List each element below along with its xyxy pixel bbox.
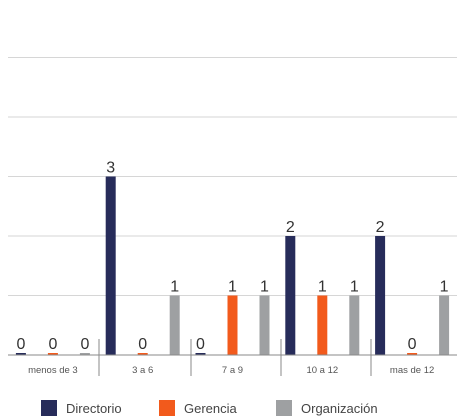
data-label: 0 — [48, 336, 57, 353]
legend-label-directorio: Directorio — [66, 400, 122, 416]
x-tick-label: 3 a 6 — [132, 365, 153, 376]
data-label: 2 — [376, 219, 385, 236]
legend-label-organizacion: Organización — [301, 400, 378, 416]
legend-item-organizacion: Organización — [276, 400, 378, 416]
data-label: 0 — [138, 336, 147, 353]
bar-gerencia-3 — [317, 295, 328, 355]
bar-organizacin-3 — [349, 295, 360, 355]
data-label: 2 — [286, 219, 295, 236]
bar-directorio-4 — [375, 236, 386, 355]
data-label: 1 — [228, 279, 237, 296]
data-label: 0 — [408, 336, 417, 353]
data-label: 1 — [350, 279, 359, 296]
bar-organizacin-0 — [79, 353, 90, 355]
bar-gerencia-2 — [227, 295, 238, 355]
bar-organizacin-4 — [439, 295, 450, 355]
bar-chart: 0 3 0 2 2 0 0 1 1 0 0 1 1 1 1 menos de 3 3 a 6 7 a 9 10 a … — [8, 57, 457, 376]
legend-swatch-organizacion — [276, 400, 292, 416]
x-tick-label: menos de 3 — [28, 365, 78, 376]
bar-organizacin-1 — [169, 295, 180, 355]
data-label: 3 — [106, 160, 115, 177]
data-label: 0 — [196, 336, 205, 353]
x-tick-label: mas de 12 — [390, 365, 434, 376]
bar-directorio-0 — [15, 353, 26, 355]
data-label: 1 — [440, 279, 449, 296]
x-tick-label: 7 a 9 — [222, 365, 243, 376]
bar-directorio-3 — [285, 236, 296, 355]
data-label: 0 — [80, 336, 89, 353]
legend-swatch-directorio — [41, 400, 57, 416]
bar-gerencia-4 — [407, 353, 418, 355]
data-label: 1 — [170, 279, 179, 296]
legend-label-gerencia: Gerencia — [184, 400, 237, 416]
bar-directorio-2 — [195, 353, 206, 355]
data-label: 0 — [16, 336, 25, 353]
bar-directorio-1 — [105, 176, 116, 355]
legend: Directorio Gerencia Organización — [0, 400, 457, 419]
data-label: 1 — [318, 279, 327, 296]
bar-organizacin-2 — [259, 295, 270, 355]
legend-item-gerencia: Gerencia — [159, 400, 237, 416]
bar-gerencia-0 — [47, 353, 58, 355]
x-tick-label: 10 a 12 — [306, 365, 338, 376]
legend-swatch-gerencia — [159, 400, 175, 416]
bar-gerencia-1 — [137, 353, 148, 355]
data-label: 1 — [260, 279, 269, 296]
legend-item-directorio: Directorio — [41, 400, 122, 416]
